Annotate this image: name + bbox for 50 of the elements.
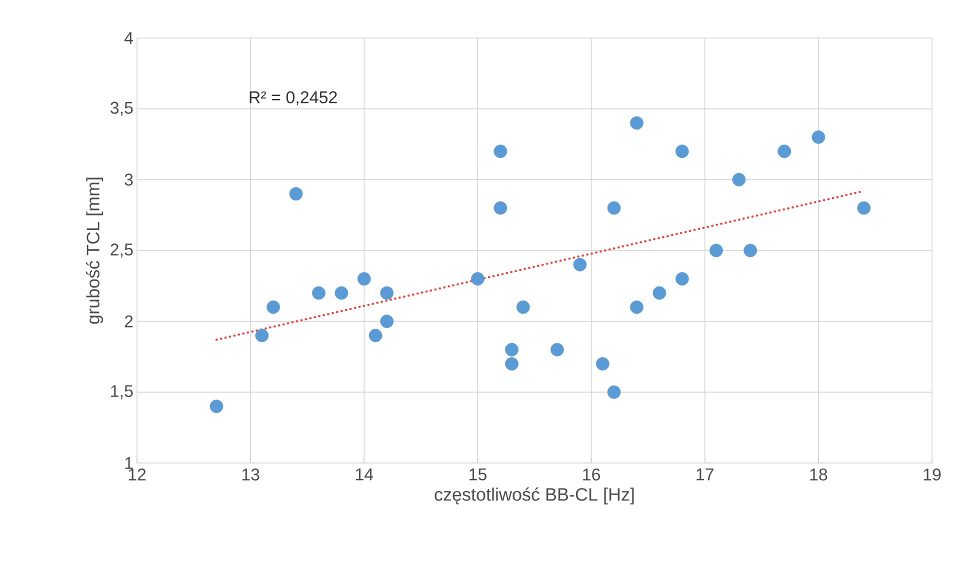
point [607,385,621,399]
point [607,201,621,215]
point [516,300,530,314]
point [732,172,746,186]
point [857,201,871,215]
point [334,286,348,300]
point [596,357,610,371]
x-tick-label: 16 [583,468,600,481]
point [744,244,757,258]
point [710,244,723,258]
x-tick-label: 19 [924,468,941,481]
point [630,300,644,314]
x-tick-label: 15 [470,468,486,480]
point [675,272,689,286]
point [675,144,689,158]
point [357,272,371,286]
point [380,314,394,328]
point [630,116,644,130]
y-tick-label: 2 [124,315,133,328]
x-tick-label: 18 [810,468,828,481]
point [210,400,224,414]
y-tick-label: 3 [124,174,133,186]
y-axis-title: grubość TCL [mm] [86,178,104,324]
point [312,286,326,300]
point [573,258,587,272]
y-tick-label: 2,5 [110,243,133,258]
x-axis-title: częstotliwość BB-CL [Hz] [434,487,634,504]
point [505,357,518,371]
point [368,328,382,342]
point [255,328,269,342]
point [494,201,508,215]
x-tick-label: 17 [696,468,714,480]
y-tick-label: 4 [124,32,133,44]
x-tick-label: 14 [356,468,374,480]
point [550,342,564,356]
point [380,286,394,300]
point [652,286,666,300]
point [471,272,484,286]
point [812,130,826,144]
point [266,300,280,314]
y-tick-label: 1,5 [111,385,133,400]
x-tick-label: 13 [242,468,260,481]
point [494,144,508,158]
point [289,187,303,201]
point [505,342,518,356]
y-tick-label: 1 [125,457,133,469]
y-tick-label: 3,5 [110,102,133,116]
x-tick-label: 12 [128,468,146,480]
point [778,144,792,158]
annotation: R² = 0,2452 [250,91,337,106]
